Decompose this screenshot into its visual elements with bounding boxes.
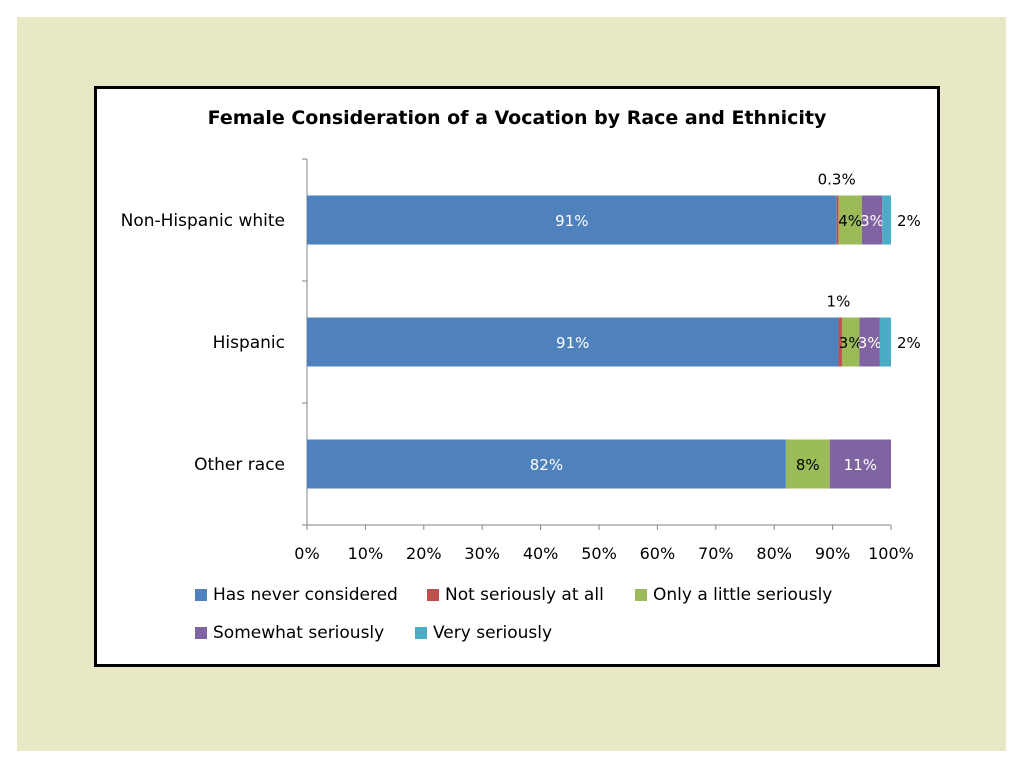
bar-segment xyxy=(307,195,837,245)
legend-item: Very seriously xyxy=(415,623,552,643)
x-tick-label: 20% xyxy=(406,544,442,563)
legend-label: Not seriously at all xyxy=(445,585,604,605)
data-label: 0.3% xyxy=(818,171,856,189)
data-label: 2% xyxy=(897,334,921,352)
category-label: Hispanic xyxy=(213,333,285,353)
x-tick-label: 10% xyxy=(348,544,384,563)
bar-segment xyxy=(838,317,842,367)
legend-row: Somewhat seriously Very seriously xyxy=(195,623,915,661)
data-label: 3% xyxy=(839,334,863,352)
data-label: 11% xyxy=(844,456,877,474)
bar-segment xyxy=(879,317,891,367)
x-tick-label: 70% xyxy=(698,544,734,563)
legend-item: Has never considered xyxy=(195,585,398,605)
x-tick-label: 40% xyxy=(523,544,559,563)
legend-label: Somewhat seriously xyxy=(213,623,385,643)
data-label: 91% xyxy=(556,334,589,352)
bar-segment xyxy=(836,195,839,245)
data-label: 2% xyxy=(897,212,921,230)
legend-item: Only a little seriously xyxy=(635,585,832,605)
data-label: 91% xyxy=(555,212,588,230)
data-label: 4% xyxy=(838,212,862,230)
chart-legend: Has never considered Not seriously at all… xyxy=(195,585,915,661)
legend-label: Only a little seriously xyxy=(653,585,833,605)
bar-segment xyxy=(829,439,891,489)
data-label: 3% xyxy=(858,334,882,352)
legend-swatch xyxy=(635,589,647,601)
legend-item: Somewhat seriously xyxy=(195,623,384,643)
category-label: Non-Hispanic white xyxy=(121,211,285,231)
bar-segment xyxy=(841,317,860,367)
bar-segment xyxy=(785,439,830,489)
x-tick-label: 30% xyxy=(464,544,500,563)
category-label: Other race xyxy=(194,455,285,475)
legend-swatch xyxy=(427,589,439,601)
legend-item: Not seriously at all xyxy=(427,585,604,605)
x-tick-label: 50% xyxy=(581,544,617,563)
data-label: 8% xyxy=(796,456,820,474)
chart-plot-area: 0% 10% 20% 30% 40% 50% 60% 70% 80% 90% 100% Non-His… xyxy=(121,158,921,563)
chart-title: Female Consideration of a Vocation by Ra… xyxy=(207,107,827,129)
x-tick-label: 0% xyxy=(294,544,319,563)
legend-row: Has never considered Not seriously at all… xyxy=(195,585,915,623)
bar-segment xyxy=(859,317,880,367)
x-tick-label: 100% xyxy=(868,544,914,563)
legend-swatch xyxy=(195,627,207,639)
bar-segment xyxy=(307,317,839,367)
data-label: 3% xyxy=(860,212,884,230)
legend-label: Very seriously xyxy=(433,623,553,643)
bar-segment xyxy=(861,195,883,245)
data-label: 82% xyxy=(530,456,563,474)
chart-frame: Female Consideration of a Vocation by Ra… xyxy=(94,86,940,667)
legend-swatch xyxy=(415,627,427,639)
bar-segment xyxy=(307,439,786,489)
legend-label: Has never considered xyxy=(213,585,398,605)
bar-segment xyxy=(882,195,891,245)
data-label: 1% xyxy=(827,293,851,311)
bar-segment xyxy=(838,195,862,245)
legend-swatch xyxy=(195,589,207,601)
x-tick-label: 90% xyxy=(815,544,851,563)
x-tick-label: 80% xyxy=(756,544,792,563)
x-tick-label: 60% xyxy=(640,544,676,563)
